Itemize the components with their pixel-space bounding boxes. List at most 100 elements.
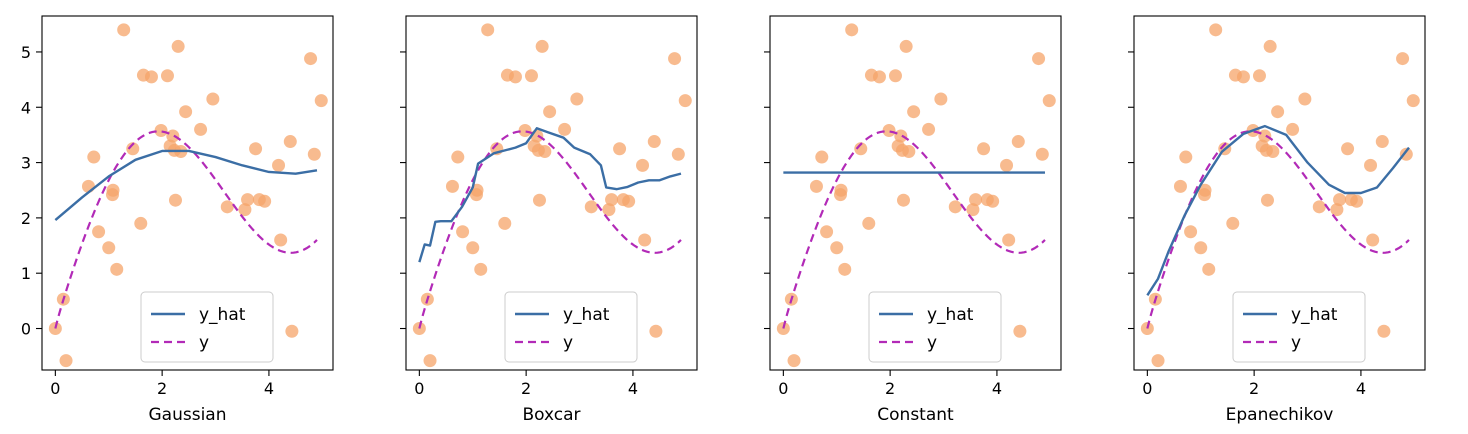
scatter-point: [902, 145, 916, 159]
scatter-point: [154, 123, 168, 137]
scatter-point: [166, 129, 180, 143]
scatter-point: [570, 92, 584, 106]
scatter-point: [830, 241, 844, 255]
scatter-point: [1396, 52, 1410, 66]
x-tick-label: 2: [521, 379, 531, 398]
scatter-point: [1271, 105, 1285, 119]
y-hat-line: [54, 149, 318, 222]
scatter-point: [1151, 354, 1165, 368]
scatter-point: [1333, 193, 1347, 207]
scatter-points: [776, 23, 1056, 368]
scatter-point: [1312, 200, 1326, 214]
legend-y-hat-label: y_hat: [563, 305, 610, 325]
scatter-point: [820, 225, 834, 239]
scatter-points: [1140, 23, 1420, 368]
scatter-point: [1364, 158, 1378, 172]
x-tick-label: 0: [50, 379, 60, 398]
scatter-point: [888, 69, 902, 83]
scatter-point: [1035, 147, 1049, 161]
axes-frame: [41, 15, 334, 371]
scatter-point: [809, 179, 823, 193]
scatter-point: [87, 150, 101, 164]
scatter-point: [106, 183, 120, 197]
scatter-point: [671, 147, 685, 161]
scatter-point: [872, 70, 886, 84]
scatter-point: [1350, 194, 1364, 208]
x-tick-label: 2: [885, 379, 895, 398]
scatter-point: [1236, 70, 1250, 84]
scatter-point: [508, 70, 522, 84]
scatter-point: [1179, 150, 1193, 164]
scatter-points: [48, 23, 328, 368]
scatter-point: [304, 52, 318, 66]
legend-y-label: y: [199, 333, 209, 353]
x-axis-title: Constant: [877, 405, 954, 425]
scatter-point: [535, 39, 549, 53]
x-tick-label: 0: [414, 379, 424, 398]
scatter-point: [986, 194, 1000, 208]
scatter-point: [206, 92, 220, 106]
x-tick-label: 2: [1249, 379, 1259, 398]
scatter-point: [518, 123, 532, 137]
scatter-point: [649, 324, 663, 338]
axes-frame: [1133, 15, 1426, 371]
x-tick-label: 4: [1356, 379, 1366, 398]
x-tick-label: 2: [157, 379, 167, 398]
scatter-point: [1013, 324, 1027, 338]
scatter-point: [934, 92, 948, 106]
scatter-point: [1258, 129, 1272, 143]
x-tick-label: 4: [992, 379, 1002, 398]
scatter-point: [907, 105, 921, 119]
scatter-point: [445, 179, 459, 193]
scatter-point: [1002, 233, 1016, 247]
legend-box: [868, 291, 1002, 363]
y-tick-label: 3: [21, 154, 31, 173]
scatter-point: [171, 39, 185, 53]
y-tick-label: 0: [21, 320, 31, 339]
scatter-point: [948, 200, 962, 214]
scatter-point: [241, 193, 255, 207]
scatter-point: [882, 123, 896, 137]
y-true-line: [54, 130, 318, 329]
scatter-point: [922, 122, 936, 136]
scatter-point: [647, 135, 661, 149]
scatter-point: [1202, 262, 1216, 276]
scatter-point: [59, 354, 73, 368]
legend-y-hat-label: y_hat: [1291, 305, 1338, 325]
scatter-point: [636, 158, 650, 172]
scatter-point: [834, 183, 848, 197]
scatter-point: [1341, 142, 1355, 156]
scatter-point: [1194, 241, 1208, 255]
scatter-point: [274, 233, 288, 247]
x-tick-label: 4: [628, 379, 638, 398]
scatter-point: [283, 135, 297, 149]
scatter-point: [1032, 52, 1046, 66]
legend-y-hat-label: y_hat: [199, 305, 246, 325]
scatter-points: [412, 23, 692, 368]
scatter-point: [466, 241, 480, 255]
scatter-point: [558, 122, 572, 136]
y-tick-label: 4: [21, 98, 31, 117]
scatter-point: [102, 241, 116, 255]
scatter-point: [220, 200, 234, 214]
scatter-point: [1260, 193, 1274, 207]
scatter-point: [110, 262, 124, 276]
scatter-point: [481, 23, 495, 37]
scatter-point: [613, 142, 627, 156]
scatter-point: [1011, 135, 1025, 149]
scatter-point: [1263, 39, 1277, 53]
scatter-point: [1000, 158, 1014, 172]
scatter-point: [538, 145, 552, 159]
scatter-point: [1226, 216, 1240, 230]
scatter-point: [1377, 324, 1391, 338]
scatter-point: [134, 216, 148, 230]
y-true-line: [418, 130, 682, 329]
legend-y-label: y: [1291, 333, 1301, 353]
scatter-point: [1266, 145, 1280, 159]
scatter-point: [1366, 233, 1380, 247]
x-axis-title: Epanechikov: [1226, 405, 1334, 425]
scatter-point: [1375, 135, 1389, 149]
